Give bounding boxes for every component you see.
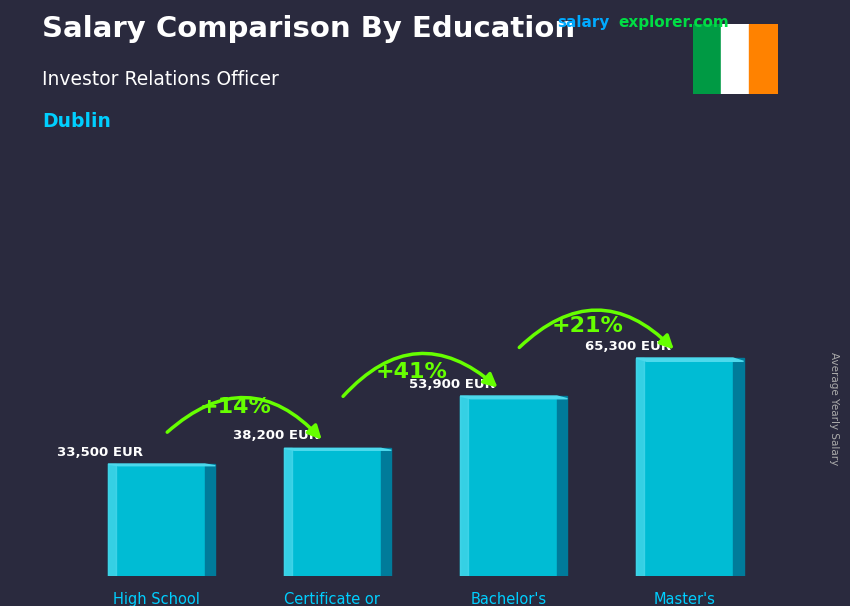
Bar [205,464,215,576]
Text: 33,500 EUR: 33,500 EUR [57,446,143,459]
Polygon shape [636,358,744,361]
Text: salary: salary [557,15,609,30]
Text: Investor Relations Officer: Investor Relations Officer [42,70,280,88]
Bar [108,464,205,576]
Text: +14%: +14% [200,398,271,418]
Polygon shape [460,396,568,399]
Bar [721,24,750,94]
Text: +41%: +41% [376,362,448,382]
Bar [284,448,381,576]
Text: +21%: +21% [552,316,624,336]
Text: Dublin: Dublin [42,112,111,131]
Text: 38,200 EUR: 38,200 EUR [233,428,319,442]
Bar [693,24,721,94]
Polygon shape [108,464,215,466]
Bar [284,448,292,576]
Polygon shape [284,448,391,450]
Bar [460,396,557,576]
Text: 65,300 EUR: 65,300 EUR [585,340,672,353]
Text: explorer.com: explorer.com [619,15,729,30]
Text: 53,900 EUR: 53,900 EUR [409,378,495,391]
Bar [381,448,391,576]
Bar [750,24,778,94]
Bar [733,358,744,576]
Bar [557,396,568,576]
Bar [108,464,116,576]
Text: Salary Comparison By Education: Salary Comparison By Education [42,15,575,43]
Bar [460,396,468,576]
Bar [636,358,644,576]
Bar [636,358,733,576]
Text: Average Yearly Salary: Average Yearly Salary [829,353,839,465]
